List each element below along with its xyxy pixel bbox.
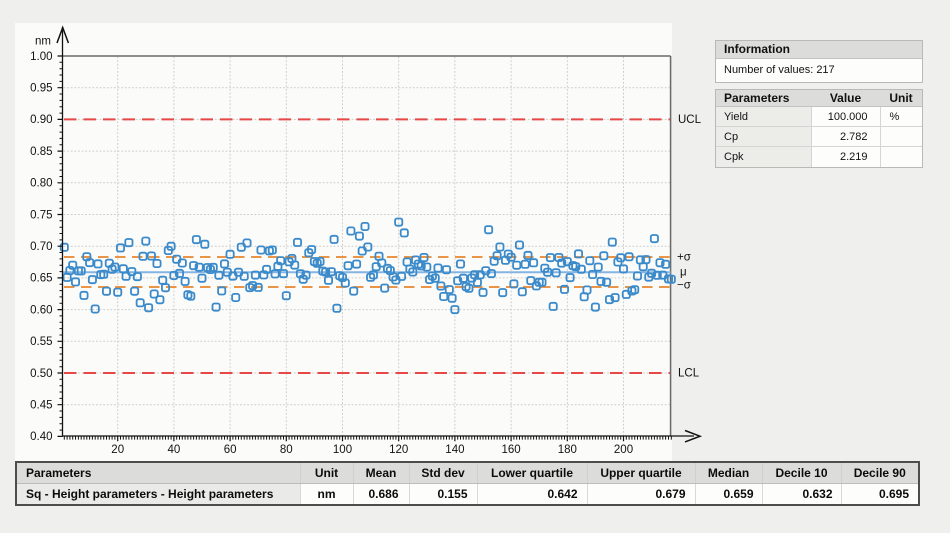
svg-text:0.65: 0.65 [30, 273, 52, 285]
svg-text:0.70: 0.70 [30, 241, 52, 253]
svg-text:1.00: 1.00 [30, 51, 52, 63]
svg-text:40: 40 [168, 444, 181, 456]
svg-text:0.90: 0.90 [30, 114, 52, 126]
svg-text:60: 60 [224, 444, 237, 456]
svg-text:160: 160 [502, 444, 521, 456]
svg-text:180: 180 [558, 444, 577, 456]
svg-text:μ: μ [680, 267, 687, 279]
svg-text:0.75: 0.75 [30, 209, 52, 221]
svg-text:−σ: −σ [677, 280, 691, 292]
svg-text:140: 140 [445, 444, 464, 456]
svg-text:0.40: 0.40 [30, 431, 52, 443]
svg-text:0.80: 0.80 [30, 178, 52, 190]
svg-text:0.50: 0.50 [30, 368, 52, 380]
svg-text:0.85: 0.85 [30, 146, 52, 158]
svg-text:200: 200 [614, 444, 633, 456]
svg-text:80: 80 [280, 444, 293, 456]
svg-text:20: 20 [111, 444, 124, 456]
svg-text:nm: nm [35, 36, 51, 48]
svg-text:0.45: 0.45 [30, 400, 52, 412]
svg-text:UCL: UCL [678, 114, 702, 126]
svg-text:0.95: 0.95 [30, 83, 52, 95]
svg-text:100: 100 [333, 444, 352, 456]
svg-text:0.60: 0.60 [30, 304, 52, 316]
svg-text:LCL: LCL [678, 368, 700, 380]
svg-text:0.55: 0.55 [30, 336, 52, 348]
svg-text:120: 120 [389, 444, 408, 456]
svg-text:+σ: +σ [677, 252, 691, 264]
